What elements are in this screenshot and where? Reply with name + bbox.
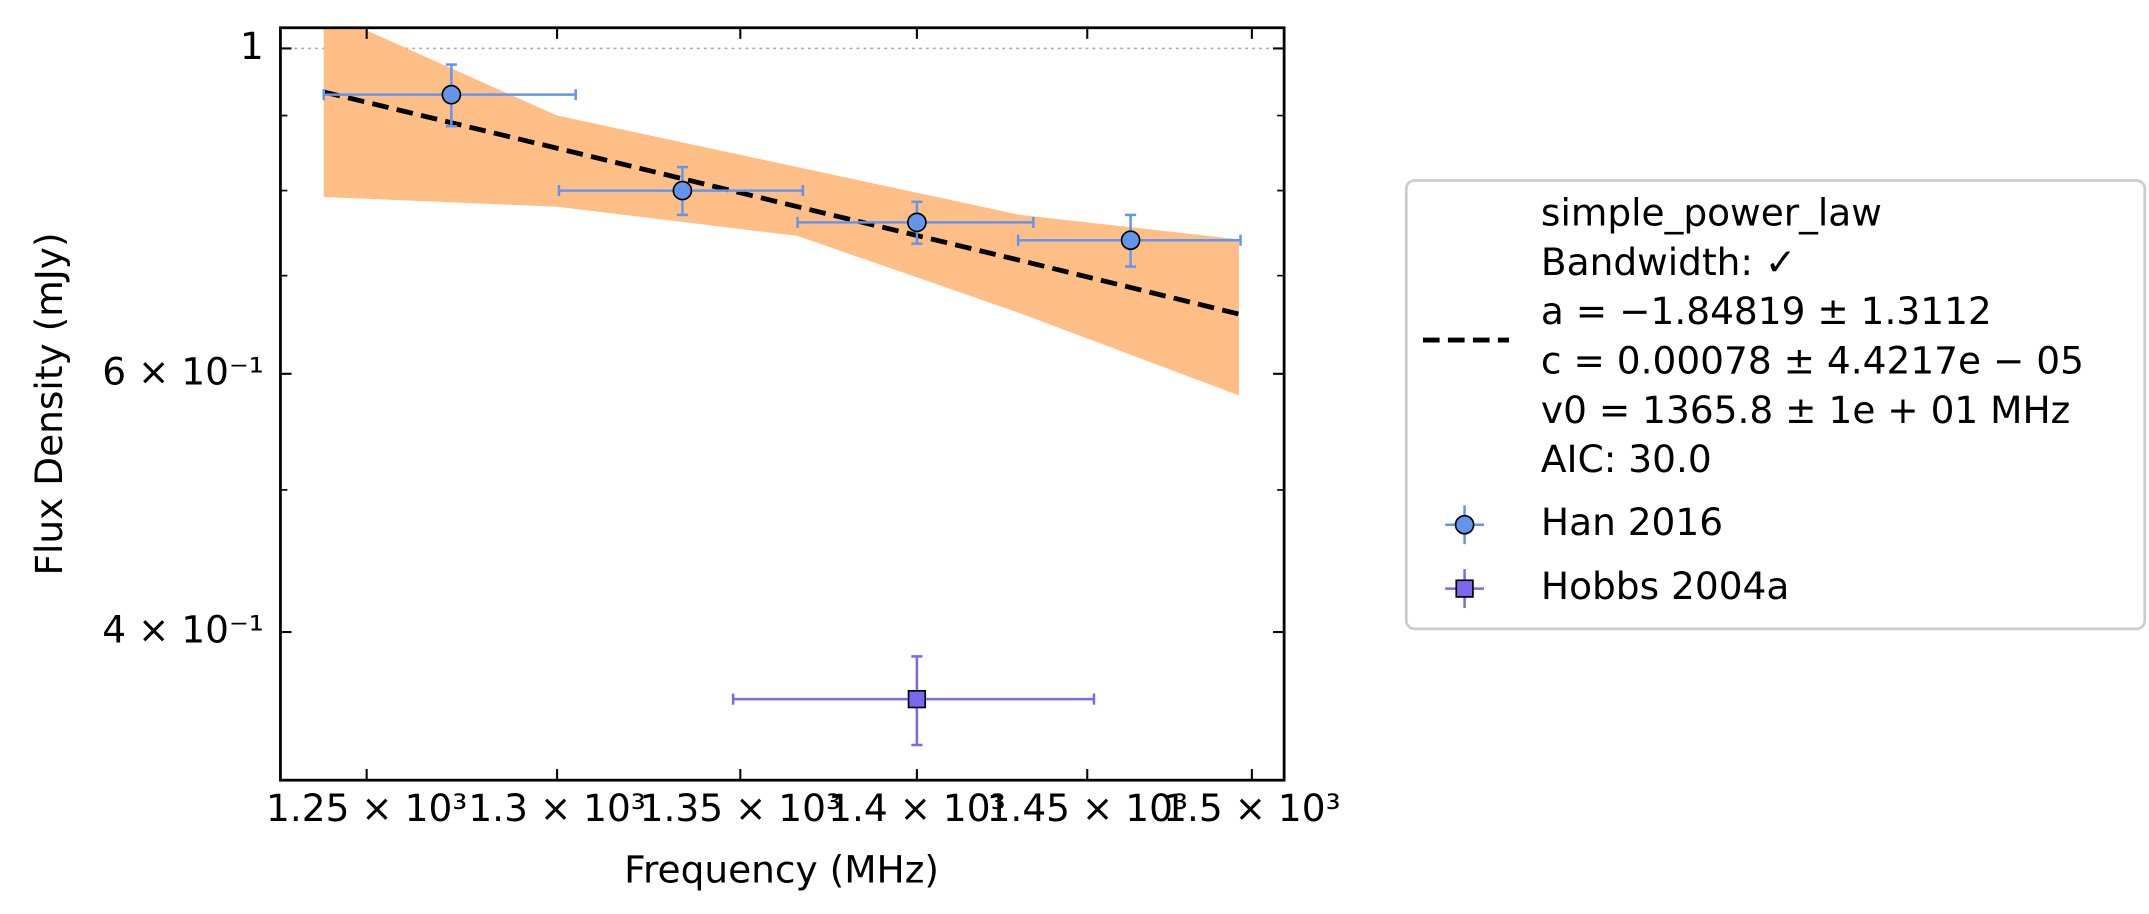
legend-box xyxy=(1404,179,2147,631)
legend-swatch xyxy=(1455,579,1474,598)
y-tick-label: 6 × 10⁻¹ xyxy=(102,349,264,393)
fit-line xyxy=(323,89,1240,317)
confidence-band xyxy=(323,27,1239,396)
data-point xyxy=(907,689,927,709)
y-tick-label: 4 × 10⁻¹ xyxy=(102,608,264,652)
x-tick-label: 1.25 × 10³ xyxy=(266,786,467,830)
legend-swatch xyxy=(1454,514,1475,535)
legend-detail: c = 0.00078 ± 4.4217e − 05 xyxy=(1541,339,2084,383)
legend-detail: AIC: 30.0 xyxy=(1541,437,1712,481)
plot-area xyxy=(280,27,1285,396)
x-tick-label: 1.35 × 10³ xyxy=(640,786,841,830)
axes-frame xyxy=(279,26,1286,782)
legend-label: simple_power_law xyxy=(1541,191,1882,235)
legend-detail: a = −1.84819 ± 1.3112 xyxy=(1541,289,1992,333)
x-axis-label: Frequency (MHz) xyxy=(624,847,939,891)
data-point xyxy=(441,84,462,105)
y-tick-label: 1 xyxy=(240,24,264,68)
x-tick-label: 1.45 × 10³ xyxy=(987,786,1188,830)
legend-label: Han 2016 xyxy=(1541,500,1723,544)
data-point xyxy=(907,212,927,233)
y-axis-label: Flux Density (mJy) xyxy=(27,232,71,575)
x-tick-label: 1.4 × 10³ xyxy=(828,786,1006,830)
legend-detail: Bandwidth: ✓ xyxy=(1541,240,1796,284)
legend-label: Hobbs 2004a xyxy=(1541,564,1789,608)
x-tick-label: 1.3 × 10³ xyxy=(468,786,646,830)
data-point xyxy=(672,180,693,201)
x-tick-label: 1.5 × 10³ xyxy=(1163,786,1341,830)
legend-detail: v0 = 1365.8 ± 1e + 01 MHz xyxy=(1541,388,2070,432)
data-point xyxy=(1120,230,1141,251)
